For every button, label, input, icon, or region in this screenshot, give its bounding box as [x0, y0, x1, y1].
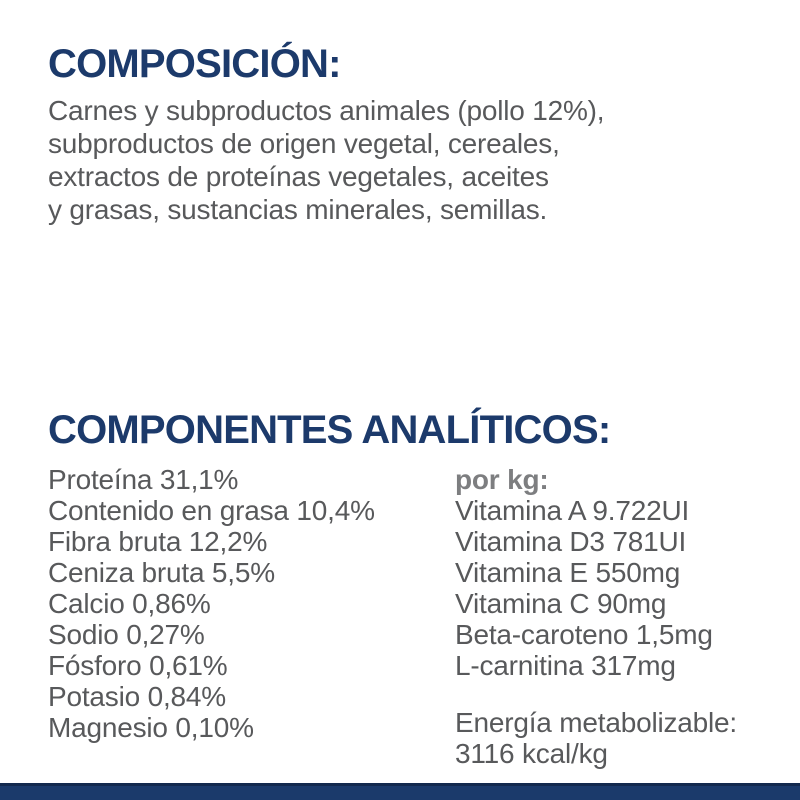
composition-heading: COMPOSICIÓN: — [48, 42, 341, 86]
footer-accent-bar — [0, 783, 800, 800]
metabolizable-energy: Energía metabolizable: 3116 kcal/kg — [455, 707, 737, 769]
analytical-item-beta-carotene: Beta-caroteno 1,5mg — [455, 619, 713, 650]
analytical-item-phosphorus: Fósforo 0,61% — [48, 650, 228, 681]
composition-line: y grasas, sustancias minerales, semillas… — [48, 194, 548, 225]
composition-line: extractos de proteínas vegetales, aceite… — [48, 161, 549, 192]
analytical-item-protein: Proteína 31,1% — [48, 464, 239, 495]
per-kg-header: por kg: — [455, 464, 549, 495]
analytical-left-column: Proteína 31,1% Contenido en grasa 10,4% … — [48, 464, 375, 743]
composition-text: Carnes y subproductos animales (pollo 12… — [48, 94, 605, 226]
analytical-item-fat: Contenido en grasa 10,4% — [48, 495, 375, 526]
analytical-item-calcium: Calcio 0,86% — [48, 588, 211, 619]
analytical-right-column: por kg: Vitamina A 9.722UI Vitamina D3 7… — [455, 464, 737, 769]
analytical-item-ash: Ceniza bruta 5,5% — [48, 557, 275, 588]
analytical-item-fibre: Fibra bruta 12,2% — [48, 526, 268, 557]
analytical-item-l-carnitine: L-carnitina 317mg — [455, 650, 676, 681]
analytical-item-vitamin-a: Vitamina A 9.722UI — [455, 495, 690, 526]
analytical-components-heading: COMPONENTES ANALÍTICOS: — [48, 408, 611, 452]
composition-line: Carnes y subproductos animales (pollo 12… — [48, 95, 605, 126]
analytical-item-potassium: Potasio 0,84% — [48, 681, 226, 712]
analytical-item-vitamin-c: Vitamina C 90mg — [455, 588, 667, 619]
analytical-item-sodium: Sodio 0,27% — [48, 619, 205, 650]
analytical-item-vitamin-d3: Vitamina D3 781UI — [455, 526, 687, 557]
analytical-item-magnesium: Magnesio 0,10% — [48, 712, 254, 743]
metabolizable-energy-value: 3116 kcal/kg — [455, 738, 608, 769]
composition-line: subproductos de origen vegetal, cereales… — [48, 128, 560, 159]
analytical-item-vitamin-e: Vitamina E 550mg — [455, 557, 681, 588]
metabolizable-energy-label: Energía metabolizable: — [455, 707, 737, 738]
